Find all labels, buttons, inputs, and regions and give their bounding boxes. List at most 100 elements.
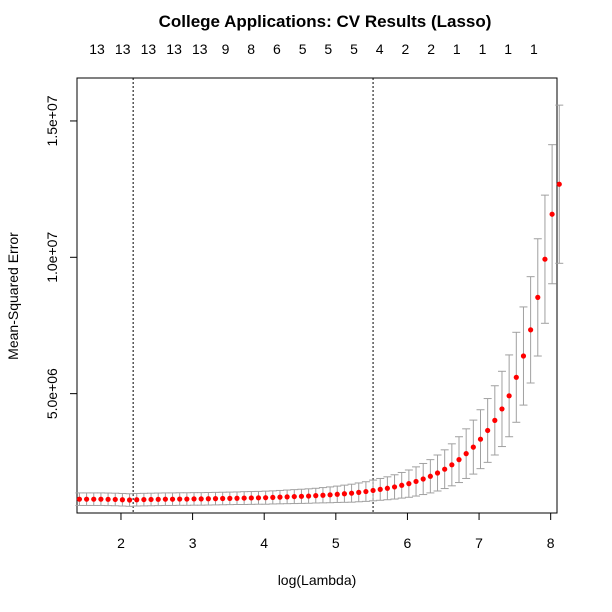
data-point	[442, 466, 448, 472]
data-point	[298, 493, 305, 499]
data-point	[227, 495, 233, 501]
x-tick-label: 6	[404, 535, 412, 551]
top-axis-label: 13	[141, 41, 157, 57]
reference-lines	[132, 78, 374, 513]
x-axis-label: log(Lambda)	[278, 572, 357, 588]
data-point	[506, 393, 512, 399]
data-point	[112, 496, 118, 503]
data-point	[513, 374, 519, 380]
data-point	[177, 496, 183, 502]
error-bars	[75, 104, 564, 507]
data-point	[470, 444, 476, 450]
top-axis-label: 13	[115, 41, 131, 57]
x-tick-label: 3	[189, 535, 197, 551]
top-axis-label: 1	[479, 41, 487, 57]
data-point	[191, 496, 197, 502]
data-point	[528, 327, 534, 333]
data-point	[391, 484, 398, 490]
top-axis-label: 5	[299, 41, 307, 57]
y-tick-label: 1.0e+07	[44, 232, 60, 283]
data-point	[270, 494, 276, 501]
data-point	[492, 417, 498, 423]
data-point	[334, 491, 340, 497]
data-point	[542, 256, 548, 262]
data-point	[184, 496, 190, 502]
data-point	[212, 496, 219, 502]
data-point	[485, 427, 491, 434]
data-point	[198, 496, 204, 502]
data-point	[234, 495, 240, 501]
data-point	[263, 495, 269, 501]
data-point	[255, 495, 262, 501]
data-point	[556, 181, 562, 187]
data-point	[420, 476, 426, 482]
data-point	[434, 470, 441, 476]
data-point	[370, 487, 376, 494]
top-axis-label: 2	[402, 41, 410, 57]
top-axis-label: 8	[247, 41, 255, 57]
data-point	[377, 486, 383, 492]
data-point	[427, 473, 433, 479]
top-axis-label: 1	[530, 41, 538, 57]
y-axis-label: Mean-Squared Error	[5, 232, 21, 360]
y-axis: 5.0e+06 1.0e+07 1.5e+07	[44, 95, 77, 419]
y-tick-label: 1.5e+07	[44, 95, 60, 146]
top-axis-label: 4	[376, 41, 384, 57]
data-point	[520, 353, 527, 359]
data-point	[356, 489, 362, 495]
data-point	[341, 491, 348, 497]
plot-frame	[76, 77, 558, 514]
x-tick-label: 4	[260, 535, 268, 551]
data-point	[241, 495, 247, 501]
data-point	[91, 496, 97, 502]
top-axis-label: 1	[504, 41, 512, 57]
data-point	[169, 496, 176, 502]
data-point	[291, 493, 297, 500]
data-point	[348, 490, 355, 496]
data-point	[413, 478, 419, 485]
data-point	[313, 493, 319, 499]
data-points	[76, 181, 562, 503]
top-axis-label: 13	[166, 41, 182, 57]
data-point	[141, 496, 147, 503]
chart-title: College Applications: CV Results (Lasso)	[159, 12, 492, 31]
data-point	[119, 497, 126, 503]
data-point	[126, 497, 133, 503]
data-point	[456, 457, 462, 463]
data-point	[220, 495, 226, 502]
top-axis-label: 13	[192, 41, 208, 57]
x-tick-label: 7	[475, 535, 483, 551]
data-point	[499, 406, 505, 412]
data-point	[155, 496, 161, 502]
top-axis-label: 5	[350, 41, 358, 57]
top-axis-label: 6	[273, 41, 281, 57]
x-tick-label: 5	[332, 535, 340, 551]
x-axis: 2 3 4 5 6 7 8	[117, 513, 555, 551]
data-point	[384, 485, 390, 491]
data-point	[284, 494, 290, 500]
top-axis-label: 5	[324, 41, 332, 57]
data-point	[277, 494, 283, 500]
data-point	[105, 496, 111, 502]
data-point	[248, 495, 254, 501]
data-point	[148, 496, 154, 503]
data-point	[406, 481, 412, 487]
data-point	[327, 492, 333, 498]
data-point	[449, 462, 455, 468]
data-point	[463, 451, 469, 457]
top-axis-labels: 13 13 13 13 13 9 8 6 5 5 5 4 2 2 1 1 1 1	[89, 41, 538, 57]
data-point	[399, 482, 405, 488]
data-point	[205, 496, 211, 502]
data-point	[320, 492, 326, 498]
x-tick-label: 2	[117, 535, 125, 551]
data-point	[134, 497, 140, 503]
top-axis-label: 1	[453, 41, 461, 57]
top-axis-label: 2	[427, 41, 435, 57]
y-tick-label: 5.0e+06	[44, 368, 60, 419]
data-point	[549, 211, 555, 217]
data-point	[306, 493, 312, 499]
top-axis-label: 13	[89, 41, 105, 57]
data-point	[98, 496, 104, 502]
data-point	[535, 294, 541, 300]
